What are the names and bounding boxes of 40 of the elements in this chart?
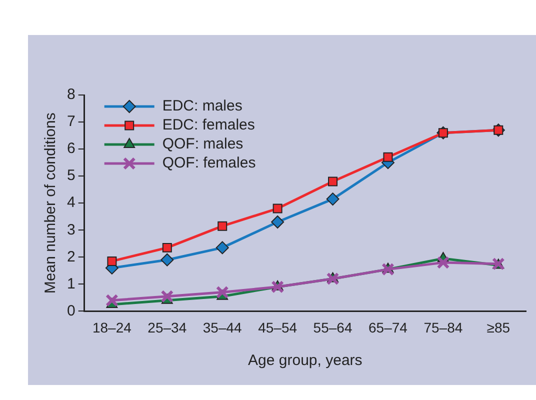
y-tick-label: 3	[67, 221, 76, 238]
point	[326, 272, 340, 286]
point	[107, 256, 117, 266]
legend-label: EDC: males	[162, 98, 242, 115]
point	[105, 294, 118, 307]
point	[383, 152, 393, 162]
point	[436, 256, 450, 270]
point	[216, 241, 229, 254]
point	[160, 290, 174, 303]
y-tick-label: 0	[67, 302, 76, 320]
x-tick-label: 18–24	[92, 319, 132, 336]
point	[162, 242, 172, 252]
y-axis-title: Mean number of conditions	[42, 112, 60, 294]
x-tick-label: 45–54	[258, 319, 298, 336]
y-tick-label: 8	[67, 86, 76, 104]
y-tick-label: 7	[67, 113, 76, 130]
point	[272, 204, 282, 214]
y-tick-label: 5	[67, 167, 76, 184]
x-tick-label: 35–44	[202, 319, 242, 336]
point	[216, 286, 229, 299]
legend-label: QOF: females	[162, 154, 256, 172]
x-axis-title: Age group, years	[248, 352, 362, 370]
y-tick-label: 6	[67, 140, 76, 158]
y-tick-label: 2	[67, 248, 76, 266]
y-tick-label: 4	[67, 194, 76, 212]
x-tick-label: 25–34	[148, 319, 187, 336]
point	[271, 280, 284, 294]
x-tick-label: 55–64	[313, 319, 352, 336]
x-tick-label: 65–74	[368, 319, 408, 336]
point	[160, 253, 174, 266]
y-tick-label: 1	[67, 275, 76, 292]
x-tick-label: ≥85	[486, 319, 510, 336]
legend-label: QOF: males	[162, 136, 244, 153]
point	[328, 176, 338, 186]
point	[382, 262, 394, 276]
point	[271, 216, 284, 229]
point	[326, 192, 340, 206]
x-tick-label: 75–84	[424, 319, 463, 336]
point	[218, 221, 228, 231]
legend-label: EDC: females	[162, 116, 255, 134]
